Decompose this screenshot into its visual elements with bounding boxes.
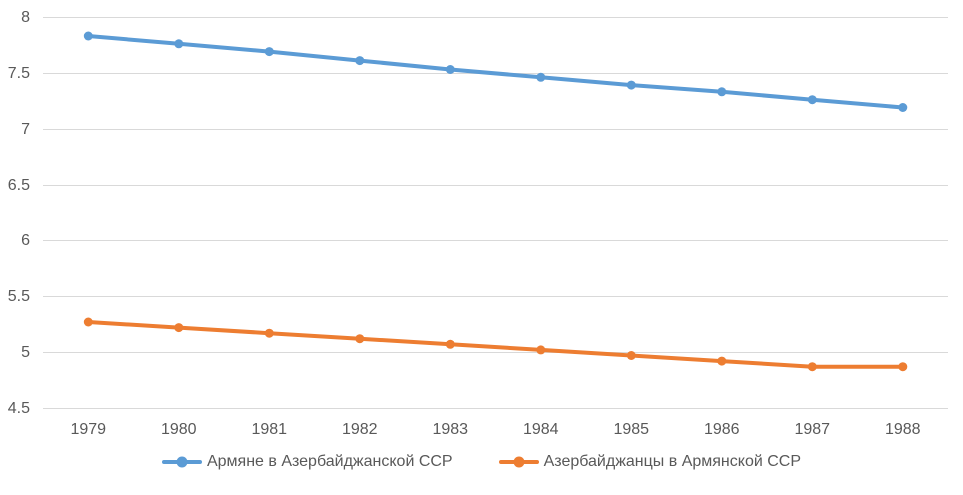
data-point-marker — [83, 317, 93, 327]
gridline — [43, 17, 948, 18]
series-line-0 — [86, 34, 905, 110]
data-point-marker — [807, 95, 817, 105]
legend: Армяне в Азербайджанской ССР Азербайджанц… — [0, 453, 963, 471]
y-axis-tick-label: 7 — [21, 120, 30, 138]
x-axis-tick-label: 1987 — [794, 421, 831, 438]
x-axis-tick-label: 1979 — [70, 421, 107, 438]
gridline — [43, 240, 948, 242]
x-axis-tick-label: 1984 — [522, 421, 559, 438]
x-axis-tick-label: 1981 — [251, 421, 288, 438]
x-axis-tick-label: 1983 — [432, 421, 469, 438]
gridline — [43, 184, 948, 186]
data-point-marker — [626, 351, 636, 360]
data-point-marker — [898, 103, 908, 112]
legend-item-1: Азербайджанцы в Армянской ССР — [498, 453, 802, 471]
data-point-marker — [717, 87, 727, 97]
data-point-marker — [536, 345, 546, 355]
x-axis-tick-label: 1985 — [613, 421, 650, 438]
data-point-marker — [264, 328, 274, 338]
y-axis-tick-label: 4.5 — [7, 400, 30, 417]
y-axis-tick-label: 6.5 — [7, 176, 30, 194]
data-point-marker — [445, 65, 455, 74]
x-axis-tick-label: 1986 — [703, 421, 740, 438]
data-point-marker — [626, 80, 636, 90]
legend-line-marker-icon — [161, 456, 202, 468]
x-axis-tick-label: 1988 — [884, 421, 921, 438]
legend-circle-marker-icon — [513, 456, 525, 468]
data-point-marker — [717, 356, 727, 366]
data-point-marker — [536, 72, 546, 82]
legend-circle-marker-icon — [176, 456, 188, 468]
data-point-marker — [807, 362, 817, 372]
data-point-marker — [355, 334, 365, 344]
data-point-marker — [174, 323, 184, 333]
gridline — [43, 296, 948, 298]
y-axis-tick-label: 6 — [21, 232, 30, 250]
data-point-marker — [355, 56, 365, 66]
y-axis-tick-label: 8 — [21, 9, 30, 26]
x-axis-tick-label: 1980 — [160, 421, 197, 438]
legend-label: Азербайджанцы в Армянской ССР — [543, 453, 802, 470]
series-line-1 — [86, 320, 905, 369]
gridline — [43, 408, 948, 409]
x-axis-tick-label: 1982 — [341, 421, 378, 438]
gridline — [43, 352, 948, 354]
legend-line-marker-icon — [498, 456, 539, 468]
data-point-marker — [445, 339, 455, 349]
data-point-marker — [898, 362, 908, 372]
gridline — [43, 128, 948, 130]
y-axis-tick-label: 5 — [21, 344, 30, 362]
data-point-marker — [264, 47, 274, 57]
y-axis-tick-label: 5.5 — [7, 288, 30, 306]
legend-item-0: Армяне в Азербайджанской ССР — [161, 453, 453, 471]
data-point-marker — [83, 31, 93, 41]
data-point-marker — [174, 39, 184, 49]
y-axis-tick-label: 7.5 — [7, 64, 30, 82]
legend-label: Армяне в Азербайджанской ССР — [206, 453, 453, 470]
